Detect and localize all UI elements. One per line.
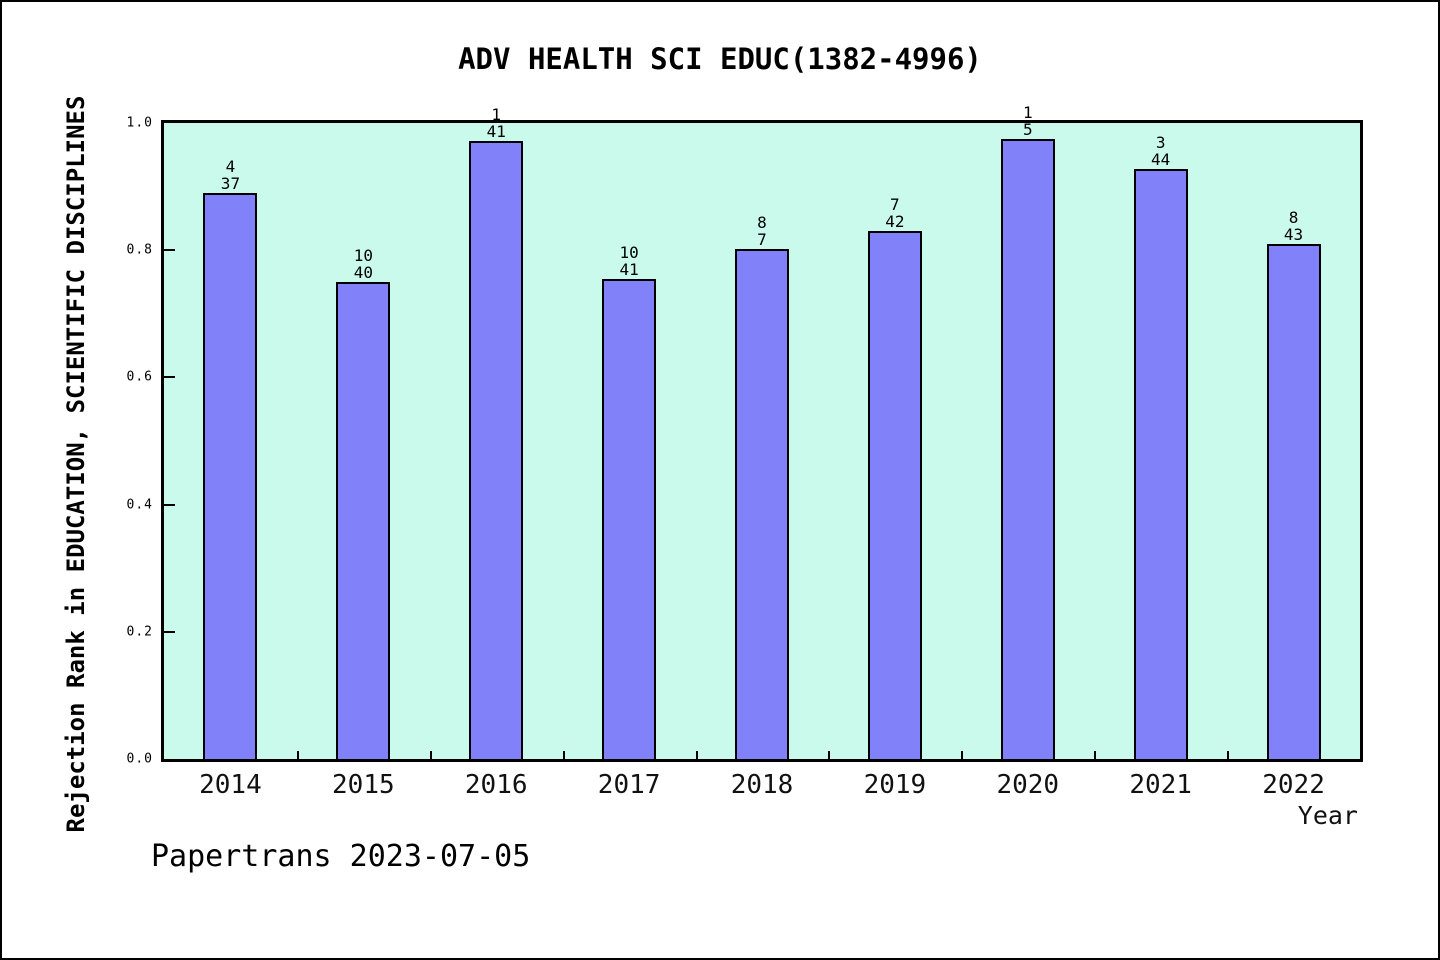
x-tick-label-2016: 2016 — [464, 770, 528, 800]
bar-2020 — [1001, 139, 1055, 759]
bar-label-total: 44 — [1151, 150, 1171, 169]
x-tick-label-2014: 2014 — [199, 770, 262, 800]
bar-label-rank: 7 — [890, 195, 900, 214]
y-tick — [164, 631, 175, 633]
y-tick — [164, 249, 175, 251]
plot-area: 4 37 10 40 1 41 10 41 8 7 7 42 1 5 3 44 8 43 — [161, 104, 1363, 762]
bar-2016 — [469, 141, 523, 759]
y-tick-label-0.2: 0.2 — [126, 624, 153, 640]
bar-2015 — [336, 282, 390, 759]
x-tick-label-2020: 2020 — [996, 770, 1060, 800]
x-minor-tick — [1227, 751, 1229, 759]
x-tick-label-2021: 2021 — [1129, 770, 1192, 800]
bar-2014 — [203, 193, 257, 759]
y-tick-label-0.8: 0.8 — [126, 242, 153, 258]
x-tick-label-2019: 2019 — [863, 770, 927, 800]
bar-label-rank: 4 — [225, 157, 236, 176]
x-minor-tick — [563, 751, 565, 759]
bar-value-label-2015: 10 40 — [354, 247, 373, 281]
bar-2021 — [1134, 169, 1188, 759]
y-tick — [164, 504, 175, 506]
bar-label-rank: 1 — [491, 105, 502, 124]
bar-label-rank: 10 — [353, 246, 373, 265]
x-minor-tick — [828, 751, 830, 759]
bar-label-rank: 8 — [757, 213, 767, 232]
y-tick-label-0.4: 0.4 — [126, 497, 153, 513]
bar-value-label-2014: 4 37 — [221, 158, 240, 192]
bar-value-label-2022: 8 43 — [1284, 209, 1303, 243]
bar-label-total: 41 — [619, 260, 639, 279]
bar-value-label-2019: 7 42 — [885, 196, 904, 230]
x-minor-tick — [696, 751, 698, 759]
y-tick-label-0.0: 0.0 — [126, 751, 153, 767]
x-tick-label-2015: 2015 — [332, 770, 395, 800]
x-minor-tick — [297, 751, 299, 759]
y-axis-label: Rejection Rank in EDUCATION, SCIENTIFIC … — [62, 95, 90, 833]
x-tick-label-2022: 2022 — [1262, 770, 1325, 800]
bar-2018 — [735, 249, 789, 759]
x-minor-tick — [430, 751, 432, 759]
bar-label-total: 43 — [1283, 225, 1304, 244]
bar-value-label-2021: 3 44 — [1151, 134, 1170, 168]
x-minor-tick — [961, 751, 963, 759]
x-minor-tick — [1094, 751, 1096, 759]
y-tick-label-0.6: 0.6 — [126, 369, 153, 385]
bar-label-rank: 10 — [619, 243, 639, 262]
bar-label-rank: 8 — [1288, 208, 1299, 227]
bar-label-total: 42 — [885, 212, 905, 231]
bar-label-total: 37 — [220, 174, 241, 193]
bar-value-label-2017: 10 41 — [619, 244, 638, 278]
bar-label-total: 40 — [353, 263, 373, 282]
x-axis-label: Year — [1297, 801, 1358, 830]
x-tick-label-2017: 2017 — [597, 770, 661, 800]
bar-label-rank: 3 — [1155, 133, 1166, 152]
bar-2022 — [1267, 244, 1321, 759]
footer-watermark: Papertrans 2023-07-05 — [151, 839, 531, 874]
chart-title: ADV HEALTH SCI EDUC(1382-4996) — [458, 42, 982, 76]
bar-2019 — [868, 231, 922, 759]
bar-value-label-2016: 1 41 — [487, 106, 506, 140]
bar-2017 — [602, 279, 656, 759]
bar-label-rank: 1 — [1022, 103, 1033, 122]
y-tick — [164, 376, 175, 378]
bar-label-total: 5 — [1022, 120, 1033, 139]
bar-label-total: 7 — [757, 230, 767, 249]
x-tick-label-2018: 2018 — [730, 770, 794, 800]
y-tick-label-1.0: 1.0 — [126, 115, 153, 131]
bar-label-total: 41 — [486, 122, 506, 141]
